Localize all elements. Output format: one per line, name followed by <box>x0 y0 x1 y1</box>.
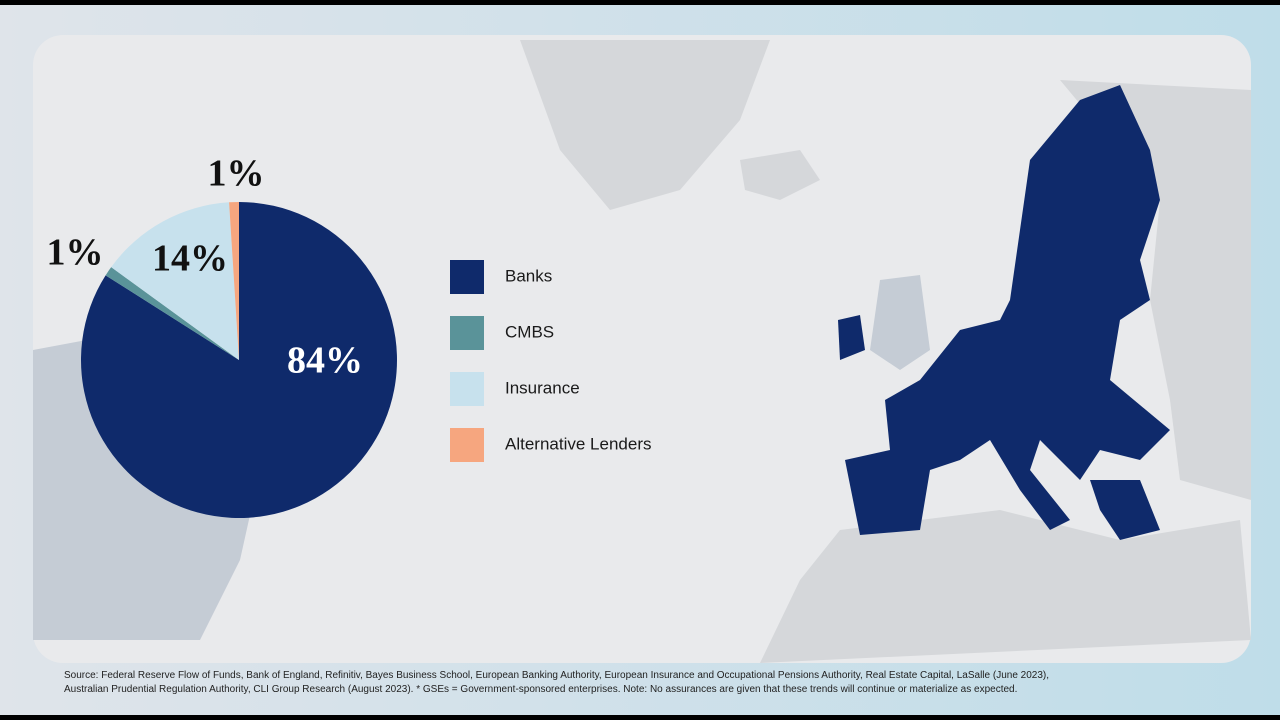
legend-swatch <box>450 260 484 294</box>
legend-label: Banks <box>505 266 552 285</box>
data-label: 14% <box>152 238 228 280</box>
pie-slice <box>111 202 239 360</box>
legend-label: Alternative Lenders <box>505 434 651 453</box>
legend-label: Insurance <box>505 378 580 397</box>
source-line: Australian Prudential Regulation Authori… <box>64 684 1017 695</box>
map-panel <box>33 35 1251 663</box>
data-label: 1% <box>208 153 265 195</box>
legend-label: CMBS <box>505 322 554 341</box>
pie-slice <box>80 202 398 518</box>
data-label: 1% <box>47 232 104 274</box>
legend-swatch <box>450 316 484 350</box>
legend: Banks CMBS Insurance Alternative Lenders <box>450 260 651 462</box>
legend-swatch <box>450 428 484 462</box>
land <box>33 40 1251 663</box>
pie-slice <box>229 202 239 360</box>
legend-swatch <box>450 372 484 406</box>
data-label: 84% <box>287 340 363 382</box>
source-line: Source: Federal Reserve Flow of Funds, B… <box>64 670 1049 681</box>
pie: 84% 1% 14% 1% <box>47 153 398 518</box>
pie-slice <box>105 267 239 360</box>
eu-map <box>838 85 1170 540</box>
